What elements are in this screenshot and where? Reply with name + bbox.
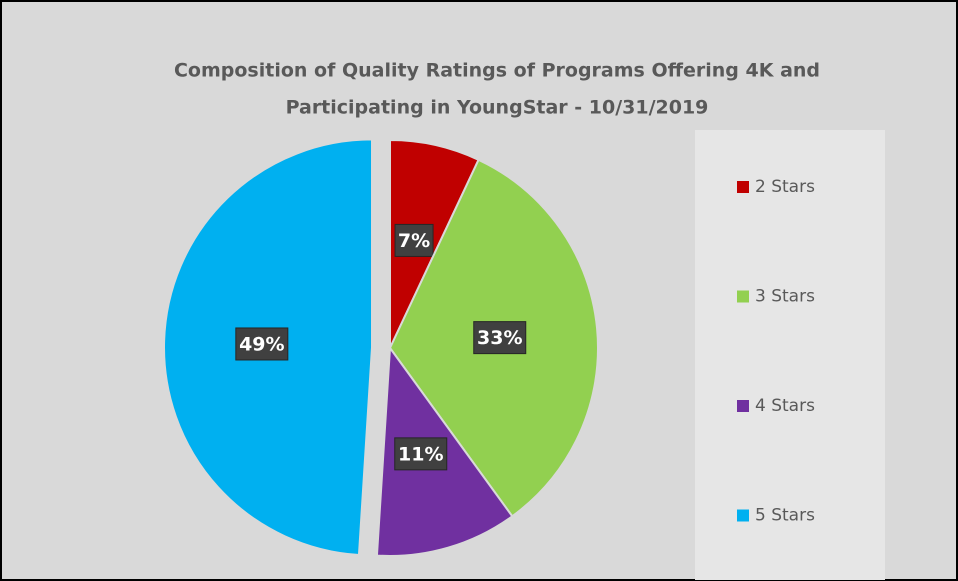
legend-swatch — [737, 509, 749, 522]
chart-subtitle: Participating in YoungStar - 10/31/2019 — [286, 97, 709, 119]
data-label-box — [394, 223, 434, 257]
legend-swatch — [737, 290, 749, 303]
legend-box — [695, 130, 885, 580]
legend-label: 2 Stars — [755, 177, 815, 197]
data-label: 49% — [239, 333, 284, 355]
data-label: 33% — [477, 327, 522, 349]
chart-title: Composition of Quality Ratings of Progra… — [174, 60, 820, 82]
data-label-box — [394, 437, 448, 471]
legend-swatch — [737, 400, 749, 412]
data-label: 11% — [398, 443, 443, 465]
data-label-box — [235, 327, 289, 361]
legend-label: 4 Stars — [755, 396, 815, 416]
data-label: 7% — [398, 230, 430, 252]
legend-swatch — [737, 181, 749, 193]
legend-label: 5 Stars — [755, 506, 815, 526]
legend-label: 3 Stars — [755, 287, 815, 307]
data-label-box — [473, 321, 527, 355]
